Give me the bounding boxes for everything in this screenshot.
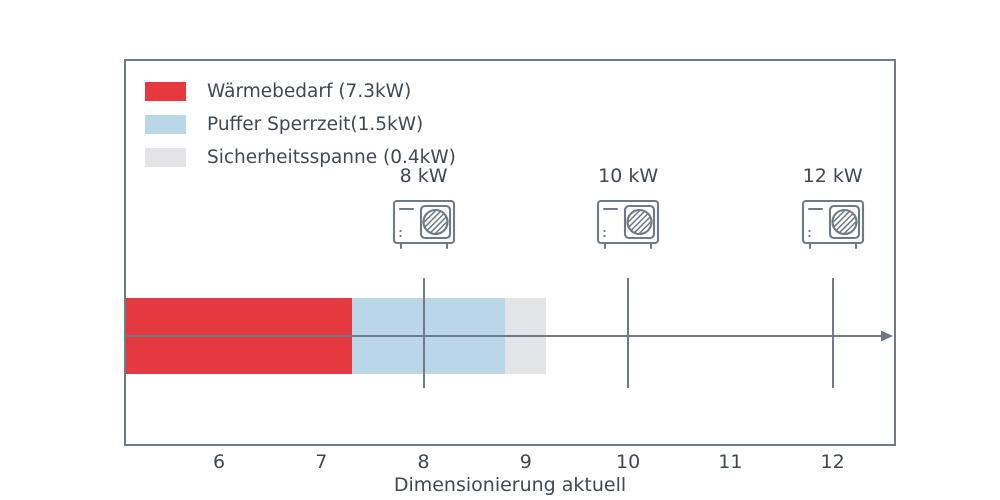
legend-label: Wärmebedarf (7.3kW) xyxy=(207,81,412,102)
legend-item-sicherheitsspanne: Sicherheitsspanne (0.4kW) xyxy=(145,141,456,174)
legend-label: Sicherheitsspanne (0.4kW) xyxy=(207,147,456,168)
x-tick-labels: 6 7 8 9 10 11 12 xyxy=(126,451,894,475)
x-tick-label: 9 xyxy=(519,451,532,473)
legend-swatch-gray xyxy=(145,148,186,167)
pump-marker-label: 8 kW xyxy=(399,165,448,187)
x-tick-label: 11 xyxy=(718,451,743,473)
legend: Wärmebedarf (7.3kW) Puffer Sperrzeit(1.5… xyxy=(145,75,456,174)
plot-area: Wärmebedarf (7.3kW) Puffer Sperrzeit(1.5… xyxy=(124,59,896,446)
heat-pump-icon xyxy=(801,199,864,250)
heat-pump-icon xyxy=(392,199,455,250)
pump-marker-line xyxy=(422,278,425,388)
pump-marker-label: 10 kW xyxy=(598,165,659,187)
axis-arrow xyxy=(126,330,893,342)
x-tick-label: 7 xyxy=(315,451,328,473)
legend-swatch-red xyxy=(145,82,186,101)
x-axis-label: Dimensionierung aktuell xyxy=(393,474,627,496)
pump-marker-label: 12 kW xyxy=(802,165,863,187)
x-tick-label: 10 xyxy=(616,451,641,473)
legend-item-waermebedarf: Wärmebedarf (7.3kW) xyxy=(145,75,456,108)
x-tick-label: 8 xyxy=(417,451,430,473)
legend-item-puffer-sperrzeit: Puffer Sperrzeit(1.5kW) xyxy=(145,108,456,141)
x-tick-label: 12 xyxy=(820,451,845,473)
x-tick-label: 6 xyxy=(213,451,226,473)
pump-marker-line xyxy=(627,278,630,388)
legend-label: Puffer Sperrzeit(1.5kW) xyxy=(207,114,424,135)
pump-marker-line xyxy=(831,278,834,388)
legend-swatch-blue xyxy=(145,115,186,134)
heat-pump-icon xyxy=(597,199,660,250)
